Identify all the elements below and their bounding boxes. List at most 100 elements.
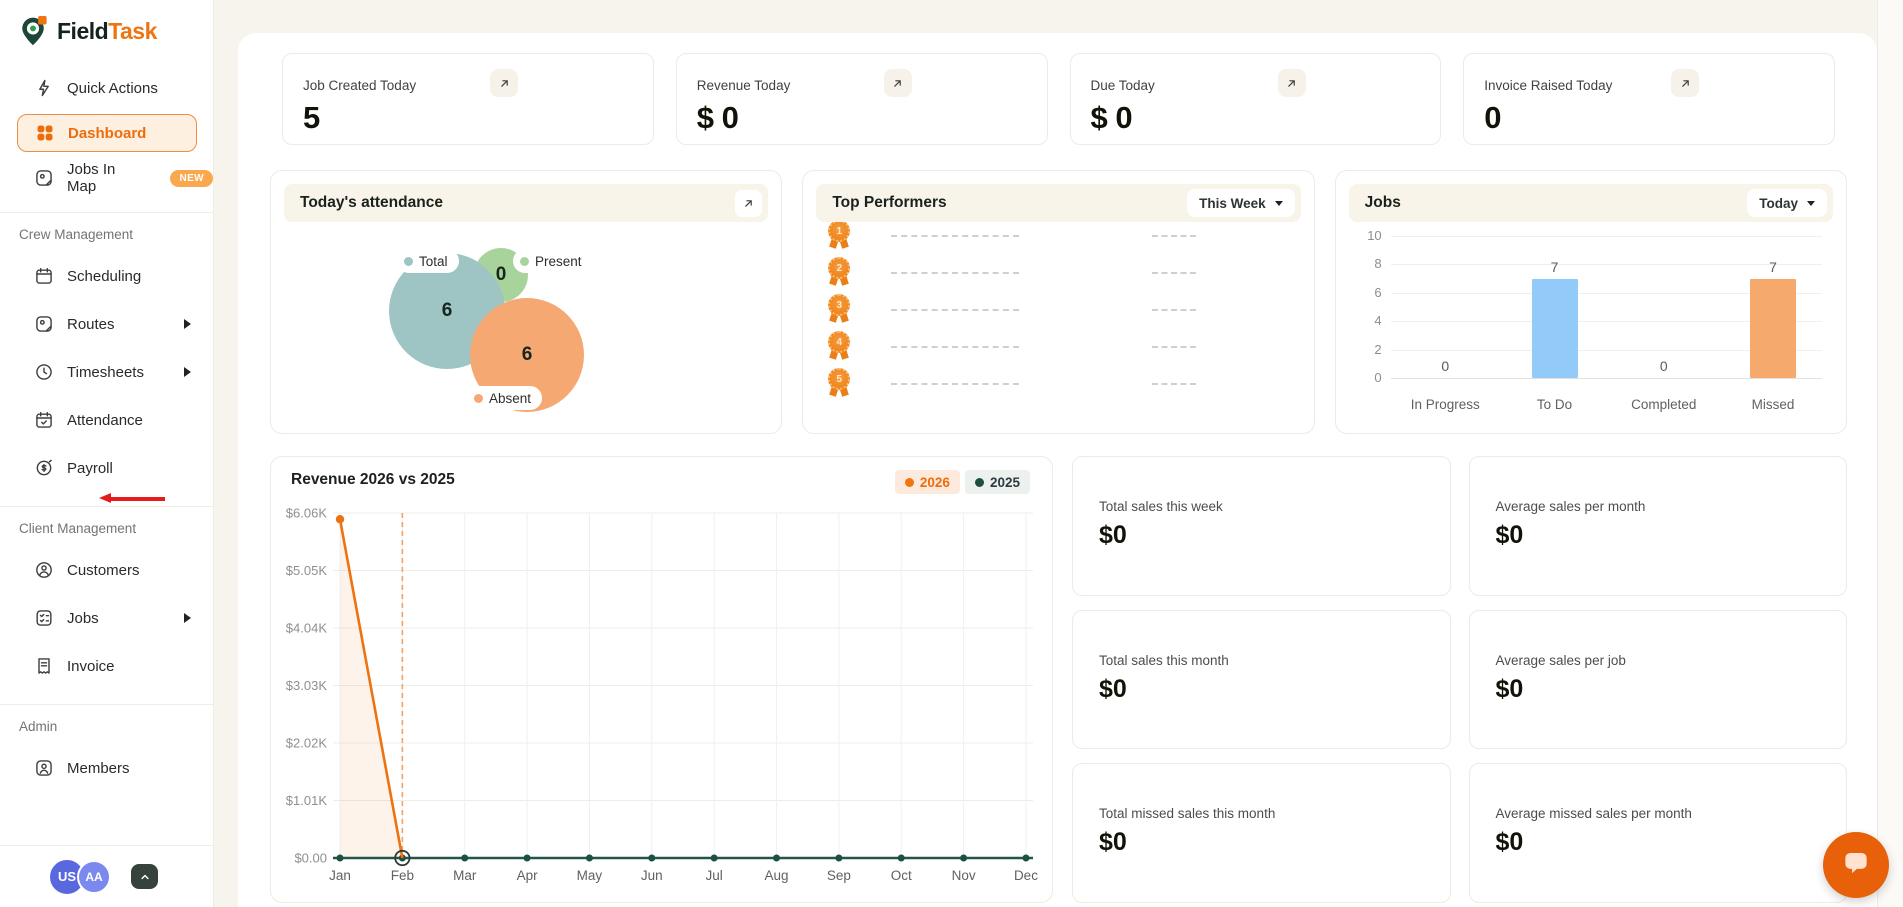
sidebar-item-label: Jobs [67, 609, 99, 627]
attendance-card: Today's attendance 6 Total 0 Present 6 Absent [270, 170, 783, 434]
jobs-card-header: Jobs Today [1348, 184, 1833, 222]
avatar[interactable]: AA [77, 859, 111, 894]
expand-icon[interactable] [490, 69, 519, 97]
sidebar-item-label: Payroll [67, 459, 113, 477]
sidebar-item-routes[interactable]: Routes [0, 302, 213, 346]
medal-rank-2-icon: 2 [827, 257, 851, 289]
legend-item-2026[interactable]: 2026 [894, 470, 960, 494]
svg-text:Nov: Nov [952, 868, 976, 883]
expand-icon[interactable] [735, 189, 763, 217]
sidebar-nav: Quick Actions Dashboard Jobs In Map NEW Crew… [0, 70, 213, 794]
bubble-value: 6 [441, 300, 453, 321]
stat-card: Revenue Today $ 0 [675, 53, 1048, 145]
jobs-period-select[interactable]: Today [1747, 189, 1827, 217]
expand-icon[interactable] [883, 69, 912, 97]
legend-label: 2026 [919, 474, 950, 490]
expand-icon[interactable] [1671, 69, 1700, 97]
medal-rank-1-icon: 1 [827, 220, 851, 252]
sidebar-item-attendance[interactable]: Attendance [0, 398, 213, 442]
bar-value-label: 7 [1550, 258, 1559, 275]
sidebar-footer: US AA [0, 845, 213, 907]
legend-item-2025[interactable]: 2025 [964, 470, 1030, 494]
top-performers-card: Top Performers This Week 1 2 3 4 5 [802, 170, 1315, 434]
svg-text:$5.05K: $5.05K [286, 563, 328, 578]
sales-stat-value: $0 [1099, 828, 1127, 857]
performer-name-placeholder [891, 346, 1020, 348]
performer-row: 1 [803, 218, 1313, 254]
sidebar-item-scheduling[interactable]: Scheduling [0, 254, 213, 298]
bottom-row: Revenue 2026 vs 2025 2026 2025 $6.06K $5.0… [270, 456, 1847, 903]
revenue-line-chart: $6.06K $5.05K $4.04K $3.03K $2.02K $1.01K $0.0… [271, 497, 1052, 901]
stat-card-value: $ 0 [1090, 100, 1133, 135]
svg-text:Mar: Mar [453, 868, 477, 883]
sidebar-collapse-button[interactable] [131, 864, 158, 889]
performers-period-select[interactable]: This Week [1187, 189, 1295, 217]
expand-icon[interactable] [1277, 69, 1306, 97]
sidebar-section-title: Admin [19, 719, 58, 734]
svg-text:Feb: Feb [391, 868, 414, 883]
stat-card-label: Due Today [1090, 78, 1155, 93]
gridline [1390, 349, 1822, 351]
y-axis-tick: 8 [1374, 256, 1382, 272]
x-axis-label: To Do [1536, 397, 1573, 412]
sidebar-item-label: Dashboard [68, 124, 147, 142]
sidebar-item-label: Members [67, 759, 130, 777]
sidebar-item-label: Scheduling [67, 267, 142, 285]
sidebar-section-title: Crew Management [19, 227, 134, 242]
legend-dot [974, 477, 984, 487]
bar-missed [1750, 278, 1797, 378]
performer-value-placeholder [1151, 383, 1196, 385]
brand-name: FieldTask [57, 17, 157, 44]
chat-bubble-icon [1845, 852, 1867, 874]
dashboard-icon [35, 123, 55, 143]
top-performers-list: 1 2 3 4 5 [803, 217, 1313, 402]
sales-stat-label: Total sales this week [1099, 499, 1223, 514]
performer-value-placeholder [1151, 309, 1196, 311]
user-icon [34, 560, 54, 580]
sidebar-item-jobs-in-map[interactable]: Jobs In Map NEW [0, 160, 213, 196]
y-axis-tick: 4 [1374, 313, 1382, 329]
x-axis-label: Completed [1631, 397, 1697, 412]
svg-text:Sep: Sep [827, 868, 851, 883]
chevron-right-icon [184, 367, 191, 377]
receipt-icon [34, 656, 54, 676]
sidebar-item-label: Invoice [67, 657, 115, 675]
sidebar-item-members[interactable]: Members [0, 746, 213, 790]
brand-logo: FieldTask [16, 14, 157, 48]
sidebar-item-label: Timesheets [67, 363, 144, 381]
chat-launcher-button[interactable] [1823, 832, 1889, 898]
revenue-legend: 2026 2025 [894, 470, 1030, 494]
performer-row: 4 [803, 329, 1313, 365]
sidebar-item-jobs[interactable]: Jobs [0, 596, 213, 640]
sidebar-item-invoice[interactable]: Invoice [0, 644, 213, 688]
gridline [1390, 378, 1822, 379]
svg-text:$6.06K: $6.06K [286, 506, 328, 521]
middle-row: Today's attendance 6 Total 0 Present 6 Absent… [270, 170, 1847, 434]
bubble-label-text: Total [419, 253, 448, 269]
performer-value-placeholder [1151, 346, 1196, 348]
sidebar-item-quick-actions[interactable]: Quick Actions [0, 70, 213, 106]
medal-rank-3-icon: 3 [827, 294, 851, 326]
svg-text:Jun: Jun [641, 868, 663, 883]
performer-row: 5 [803, 366, 1313, 402]
sales-stat-value: $0 [1099, 521, 1127, 549]
sidebar-item-timesheets[interactable]: Timesheets [0, 350, 213, 394]
main-content: Job Created Today 5 Revenue Today $ 0 Due To… [214, 0, 1877, 907]
stat-card-label: Job Created Today [303, 78, 417, 93]
sales-stat-card: Total sales this month $0 [1072, 609, 1451, 750]
stat-card-label: Invoice Raised Today [1484, 78, 1613, 93]
scrollbar-track[interactable] [1877, 0, 1903, 907]
sales-stat-label: Average sales per job [1495, 652, 1626, 668]
sidebar-item-customers[interactable]: Customers [0, 548, 213, 592]
performer-name-placeholder [891, 383, 1020, 385]
sidebar-item-label: Quick Actions [67, 79, 158, 97]
sidebar-item-payroll[interactable]: Payroll [0, 446, 213, 490]
stat-card: Job Created Today 5 [282, 53, 654, 145]
payroll-icon [34, 458, 54, 478]
sidebar-item-label: Attendance [67, 411, 143, 429]
stat-card-value: $ 0 [696, 100, 739, 135]
legend-dot [474, 393, 483, 403]
stat-card-value: 5 [303, 100, 320, 135]
sidebar-item-dashboard[interactable]: Dashboard [17, 114, 197, 152]
sales-stat-value: $0 [1495, 521, 1524, 549]
